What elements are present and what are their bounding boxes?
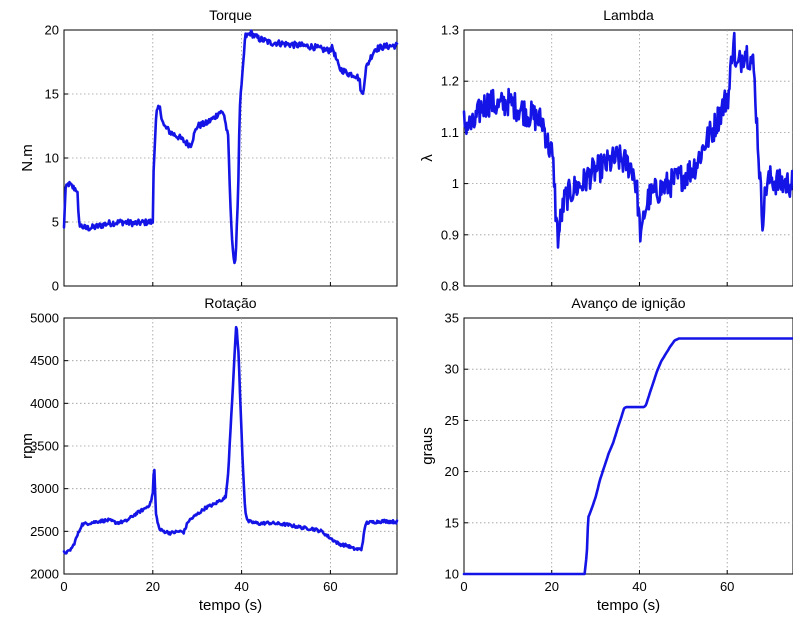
x-axis-label: tempo (s) [597, 597, 660, 614]
chart-title: Avanço de ignição [571, 295, 685, 311]
series-line [462, 31, 793, 249]
y-axis-label: N.m [19, 144, 36, 172]
series-line [62, 29, 399, 265]
x-tick-label: 60 [720, 579, 734, 594]
panel-lambda: 0.8 0.9 1 1.1 1.2 1.3 Lambda λ [419, 7, 793, 294]
y-tick-label: 15 [445, 515, 459, 530]
chart-title: Lambda [603, 7, 654, 23]
x-tick-label: 20 [146, 579, 160, 594]
y-tick-label: 4500 [30, 353, 59, 368]
x-tick-label: 40 [234, 579, 248, 594]
y-tick-label: 10 [445, 567, 459, 582]
chart-title: Rotação [204, 295, 256, 311]
y-tick-label: 2500 [30, 524, 59, 539]
series-line [62, 325, 399, 555]
panel-avanco-de-ignicao: 0 20 40 60 10 15 20 25 30 35 Avanço de ignição grau… [419, 295, 793, 614]
x-tick-label: 0 [460, 579, 467, 594]
y-tick-label: 5000 [30, 311, 59, 326]
y-axis-label: graus [419, 427, 436, 465]
x-axis-label: tempo (s) [199, 597, 262, 614]
y-tick-label: 0.8 [441, 279, 459, 294]
y-axis-label: rpm [19, 433, 36, 459]
y-tick-label: 1.1 [441, 125, 459, 140]
x-tick-label: 0 [60, 579, 67, 594]
y-tick-label: 0.9 [441, 227, 459, 242]
y-tick-label: 4000 [30, 396, 59, 411]
y-tick-label: 1 [452, 176, 459, 191]
y-tick-label: 5 [52, 215, 59, 230]
y-tick-label: 10 [45, 151, 59, 166]
plot-area [463, 317, 793, 575]
series-line [462, 337, 793, 576]
x-tick-label: 40 [632, 579, 646, 594]
panel-rotacao: 0 20 40 60 2000 2500 3000 3500 4000 4500 5000 Rotaç… [19, 295, 399, 614]
chart-title: Torque [209, 7, 252, 23]
y-tick-label: 35 [445, 311, 459, 326]
y-tick-label: 25 [445, 413, 459, 428]
y-axis-label: λ [419, 154, 436, 162]
y-tick-label: 15 [45, 87, 59, 102]
y-tick-label: 0 [52, 279, 59, 294]
y-tick-label: 30 [445, 362, 459, 377]
x-tick-label: 20 [544, 579, 558, 594]
y-tick-label: 2000 [30, 567, 59, 582]
x-tick-label: 60 [323, 579, 337, 594]
y-tick-label: 20 [45, 23, 59, 38]
y-tick-label: 1.2 [441, 74, 459, 89]
y-tick-label: 20 [445, 464, 459, 479]
y-tick-label: 3000 [30, 481, 59, 496]
panel-torque: 0 5 10 15 20 Torque N.m [19, 7, 399, 294]
plot-area [63, 29, 398, 287]
y-tick-label: 1.3 [441, 23, 459, 38]
y-tick-label: 3500 [30, 439, 59, 454]
